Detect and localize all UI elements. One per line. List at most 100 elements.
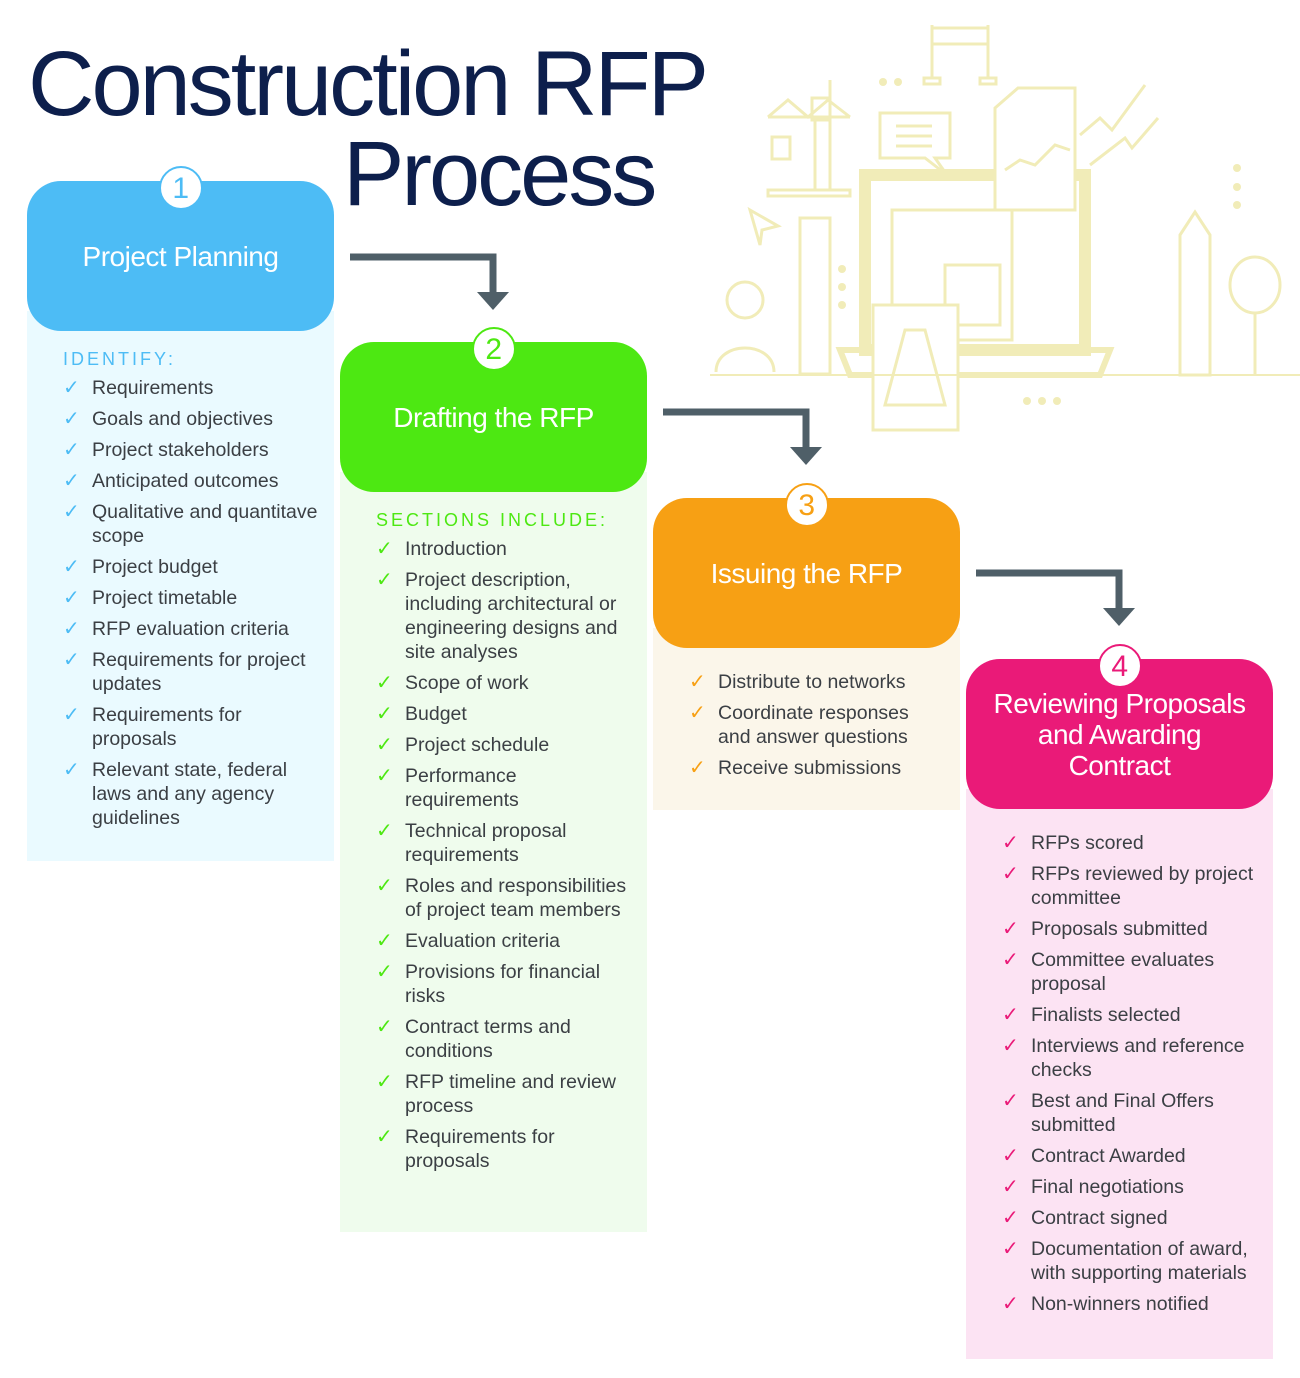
checklist-item-text: Final negotiations [1031,1176,1184,1198]
checkmark-icon: ✓ [63,587,80,609]
checklist-item: ✓ Non-winners notified [1002,1292,1259,1316]
checklist-item: ✓ RFP evaluation criteria [63,617,320,641]
checkmark-icon: ✓ [63,556,80,578]
checklist-item-text: RFPs reviewed by project committee [1031,863,1254,909]
checkmark-icon: ✓ [63,439,80,461]
checklist-item-text: Evaluation criteria [405,930,560,952]
dots-decoration [838,78,1241,405]
checklist-item: ✓ Requirements for project updates [63,648,320,696]
checklist-item: ✓ Contract terms and conditions [376,1015,633,1063]
checklist-item: ✓ Provisions for financial risks [376,960,633,1008]
checkmark-icon: ✓ [1002,1090,1019,1112]
checklist-item: ✓ Interviews and reference checks [1002,1034,1259,1082]
checkmark-icon: ✓ [376,875,393,897]
step-title: Issuing the RFP [710,557,903,589]
checklist-item-text: RFP timeline and review process [405,1071,616,1117]
step-header: 2 Drafting the RFP [340,327,647,492]
checkmark-icon: ✓ [376,1126,393,1148]
checklist-item-text: Provisions for financial risks [405,961,601,1007]
checklist-item-text: Project schedule [405,734,550,756]
step-checklist: ✓ Requirements ✓ Goals and objectives ✓ Proje… [63,376,320,830]
checklist-item-text: Documentation of award, with supporting … [1031,1238,1248,1284]
checklist-item-text: Goals and objectives [92,408,274,430]
checklist-item-text: Requirements for proposals [405,1126,555,1172]
checkmark-icon: ✓ [689,671,706,693]
checkmark-icon: ✓ [63,408,80,430]
cone-icon [871,303,960,432]
step-subtitle: IDENTIFY: [63,349,177,369]
chat-bubble-icon [878,111,952,177]
arrow-3-to-4 [976,569,1135,626]
checkmark-icon: ✓ [63,704,80,726]
step-body: SECTIONS INCLUDE: ✓ Introduction ✓ Project d… [340,472,647,1232]
checklist-item: ✓ Introduction [376,537,633,561]
step-number-badge: 3 [784,483,829,527]
magnifier-icon [1228,255,1282,375]
checklist-item-text: Project budget [92,556,218,578]
checklist-item-text: Budget [405,703,467,725]
checklist-item: ✓ Budget [376,702,633,726]
checkmark-icon: ✓ [376,820,393,842]
checklist-item-text: Best and Final Offers submitted [1031,1090,1214,1136]
checklist-item: ✓ RFPs reviewed by project committee [1002,862,1259,910]
trend-arrows-icon [1079,84,1160,167]
checklist-item-text: Performance requirements [405,765,519,811]
checklist-item-text: Non-winners notified [1031,1293,1209,1315]
checklist-item-text: RFP evaluation criteria [92,618,289,640]
checkmark-icon: ✓ [63,501,80,523]
checklist-item-text: Project timetable [92,587,238,609]
checklist-item: ✓ Committee evaluates proposal [1002,948,1259,996]
arrow-2-to-3 [663,408,822,465]
checklist-item-text: Roles and responsibilities of project te… [405,875,627,921]
step-body: ✓ Distribute to networks ✓ Coordinate respo… [653,628,960,810]
checklist-item: ✓ Final negotiations [1002,1175,1259,1199]
step-header: 1 Project Planning [27,166,334,331]
checklist-item-text: Contract terms and conditions [405,1016,571,1062]
checklist-item-text: Relevant state, federal laws and any age… [92,759,288,829]
checkmark-icon: ✓ [63,649,80,671]
page-title-line1: Construction RFP [28,33,709,135]
checkmark-icon: ✓ [1002,1293,1019,1315]
page-title-line2: Process [343,123,657,225]
checklist-item: ✓ Evaluation criteria [376,929,633,953]
step-title: Drafting the RFP [393,401,594,433]
step-title: Reviewing Proposals and Awarding Contrac… [993,687,1246,781]
checkmark-icon: ✓ [376,765,393,787]
checkmark-icon: ✓ [376,569,393,591]
checklist-item: ✓ Receive submissions [689,756,946,780]
checklist-item: ✓ Best and Final Offers submitted [1002,1089,1259,1137]
step-body: IDENTIFY: ✓ Requirements ✓ Goals and objecti… [27,311,334,861]
checkmark-icon: ✓ [376,1071,393,1093]
checkmark-icon: ✓ [1002,1238,1019,1260]
pencil-icon [1178,209,1212,377]
checklist-item: ✓ Requirements for proposals [376,1125,633,1173]
checklist-item: ✓ Project schedule [376,733,633,757]
checklist-item-text: Receive submissions [718,757,902,779]
checklist-item-text: Introduction [405,538,507,560]
checkmark-icon: ✓ [376,1016,393,1038]
checkmark-icon: ✓ [376,672,393,694]
checklist-item-text: Qualitative and quantitave scope [92,501,318,547]
checkmark-icon: ✓ [63,759,80,781]
checklist-item: ✓ Relevant state, federal laws and any ag… [63,758,320,830]
checklist-item: ✓ Finalists selected [1002,1003,1259,1027]
checkmark-icon: ✓ [1002,832,1019,854]
checklist-item-text: Committee evaluates proposal [1031,949,1215,995]
checklist-item: ✓ Scope of work [376,671,633,695]
checklist-item: ✓ Performance requirements [376,764,633,812]
checklist-item: ✓ Requirements [63,376,320,400]
checkmark-icon: ✓ [63,377,80,399]
step-number-badge: 4 [1097,644,1142,688]
step-subtitle: SECTIONS INCLUDE: [376,510,609,530]
checkmark-icon: ✓ [1002,1035,1019,1057]
checklist-item: ✓ Project budget [63,555,320,579]
step-checklist: ✓ Introduction ✓ Project description, inclu… [376,537,633,1173]
checkmark-icon: ✓ [1002,863,1019,885]
checkmark-icon: ✓ [1002,1145,1019,1167]
checklist-item: ✓ Qualitative and quantitave scope [63,500,320,548]
checkmark-icon: ✓ [376,703,393,725]
checklist-item-text: Anticipated outcomes [92,470,279,492]
checklist-item-text: Technical proposal requirements [405,820,567,866]
checklist-item: ✓ RFP timeline and review process [376,1070,633,1118]
checklist-item: ✓ Requirements for proposals [63,703,320,751]
